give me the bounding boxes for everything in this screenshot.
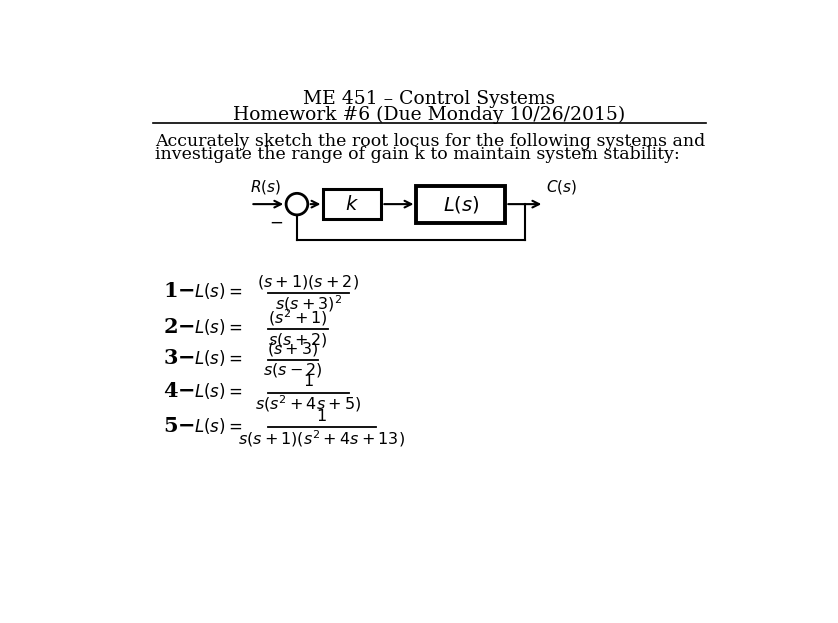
- Text: 3$\mathbf{-}$: 3$\mathbf{-}$: [163, 348, 194, 368]
- Text: $R(s)$: $R(s)$: [251, 178, 282, 196]
- Text: $1$: $1$: [303, 374, 313, 391]
- FancyBboxPatch shape: [416, 186, 505, 222]
- Text: Homework #6 (Due Monday 10/26/2015): Homework #6 (Due Monday 10/26/2015): [233, 105, 626, 124]
- Text: $L(s) =$: $L(s) =$: [194, 281, 242, 301]
- Text: $(s +1)(s + 2)$: $(s +1)(s + 2)$: [257, 273, 360, 291]
- Text: $k$: $k$: [345, 194, 360, 214]
- Text: investigate the range of gain k to maintain system stability:: investigate the range of gain k to maint…: [155, 146, 680, 163]
- FancyBboxPatch shape: [323, 189, 381, 219]
- Text: 5$\mathbf{-}$: 5$\mathbf{-}$: [163, 416, 194, 436]
- Text: $1$: $1$: [317, 408, 327, 425]
- Text: $L(s)$: $L(s)$: [442, 194, 479, 214]
- Text: $s(s − 2)$: $s(s − 2)$: [263, 361, 323, 379]
- Text: $(s^{2} +1)$: $(s^{2} +1)$: [268, 308, 328, 328]
- Text: ME 451 – Control Systems: ME 451 – Control Systems: [303, 90, 556, 108]
- Text: 2$\mathbf{-}$: 2$\mathbf{-}$: [163, 317, 194, 337]
- Text: $(s + 3)$: $(s + 3)$: [267, 340, 318, 358]
- Text: 4$\mathbf{-}$: 4$\mathbf{-}$: [163, 381, 194, 401]
- Text: $s(s + 3)^{2}$: $s(s + 3)^{2}$: [275, 293, 342, 314]
- Text: $L(s) =$: $L(s) =$: [194, 348, 242, 368]
- Text: $L(s) =$: $L(s) =$: [194, 416, 242, 436]
- Text: $L(s) =$: $L(s) =$: [194, 317, 242, 337]
- Text: $-$: $-$: [269, 213, 283, 231]
- Text: $s(s^{2} + 4s + 5)$: $s(s^{2} + 4s + 5)$: [255, 393, 361, 414]
- Text: Accurately sketch the root locus for the following systems and: Accurately sketch the root locus for the…: [155, 133, 706, 150]
- Text: $L(s) =$: $L(s) =$: [194, 381, 242, 401]
- Text: $s(s + 2)$: $s(s + 2)$: [268, 331, 328, 349]
- Text: $C(s)$: $C(s)$: [546, 178, 577, 196]
- Text: $s(s +1)(s^{2} + 4s +13)$: $s(s +1)(s^{2} + 4s +13)$: [238, 428, 406, 449]
- Text: 1$\mathbf{-}$: 1$\mathbf{-}$: [163, 281, 194, 301]
